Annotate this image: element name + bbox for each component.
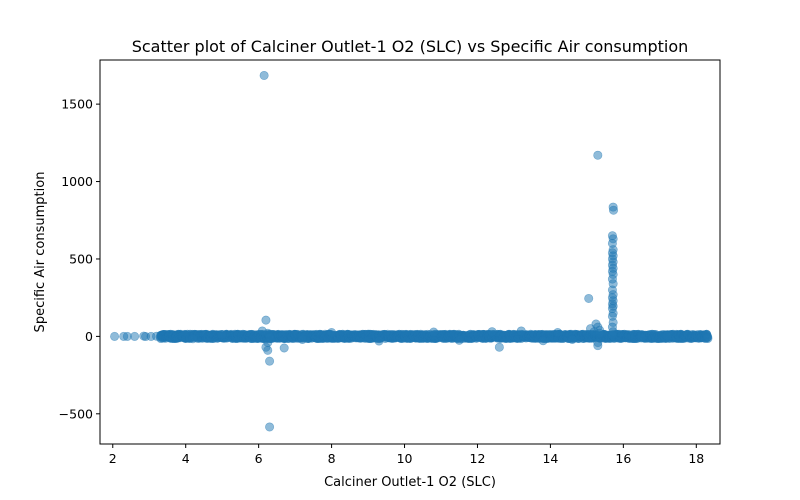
x-tick-label: 12 bbox=[470, 451, 486, 466]
x-tick-label: 6 bbox=[255, 451, 263, 466]
data-point bbox=[584, 293, 594, 303]
data-point bbox=[257, 326, 267, 336]
data-point bbox=[609, 205, 619, 215]
data-point bbox=[279, 343, 289, 353]
x-tick-label: 10 bbox=[397, 451, 413, 466]
data-point bbox=[263, 345, 273, 355]
data-point bbox=[297, 334, 307, 344]
data-point bbox=[593, 338, 603, 348]
x-tick-label: 4 bbox=[182, 451, 190, 466]
data-point bbox=[567, 334, 577, 344]
y-tick-label: 0 bbox=[85, 329, 93, 344]
data-point bbox=[217, 330, 227, 340]
data-point bbox=[327, 328, 337, 338]
x-tick-label: 8 bbox=[328, 451, 336, 466]
data-point bbox=[429, 327, 439, 337]
data-point bbox=[374, 336, 384, 346]
data-point bbox=[607, 330, 617, 340]
data-point bbox=[487, 327, 497, 337]
data-point bbox=[265, 356, 275, 366]
y-tick-label: 1500 bbox=[61, 97, 93, 112]
data-point bbox=[261, 315, 271, 325]
y-tick-label: −500 bbox=[59, 406, 93, 421]
data-point bbox=[595, 328, 605, 338]
data-point bbox=[265, 422, 275, 432]
x-axis-ticks: 2 4 6 8 10 12 14 16 18 bbox=[109, 444, 704, 466]
y-tick-label: 500 bbox=[69, 251, 93, 266]
data-point bbox=[553, 328, 563, 338]
data-point bbox=[130, 331, 140, 341]
x-axis-label: Calciner Outlet-1 O2 (SLC) bbox=[324, 475, 496, 490]
data-point bbox=[593, 150, 603, 160]
data-point bbox=[110, 331, 120, 341]
chart-title: Scatter plot of Calciner Outlet-1 O2 (SL… bbox=[132, 37, 689, 56]
x-tick-label: 16 bbox=[615, 451, 631, 466]
data-point bbox=[516, 326, 526, 336]
data-point bbox=[259, 70, 269, 80]
y-axis-ticks: −500 0 500 1000 1500 bbox=[59, 97, 100, 421]
data-point bbox=[152, 331, 162, 341]
data-point bbox=[637, 333, 647, 343]
data-point bbox=[538, 336, 548, 346]
x-tick-label: 2 bbox=[109, 451, 117, 466]
x-tick-label: 18 bbox=[688, 451, 704, 466]
data-point bbox=[494, 342, 504, 352]
y-axis-label: Specific Air consumption bbox=[33, 172, 48, 333]
y-tick-label: 1000 bbox=[61, 174, 93, 189]
data-point bbox=[662, 331, 672, 341]
x-tick-label: 14 bbox=[542, 451, 558, 466]
data-point bbox=[454, 335, 464, 345]
data-point bbox=[702, 332, 712, 342]
plot-frame bbox=[99, 59, 721, 445]
points-layer bbox=[110, 70, 713, 432]
data-point bbox=[188, 334, 198, 344]
